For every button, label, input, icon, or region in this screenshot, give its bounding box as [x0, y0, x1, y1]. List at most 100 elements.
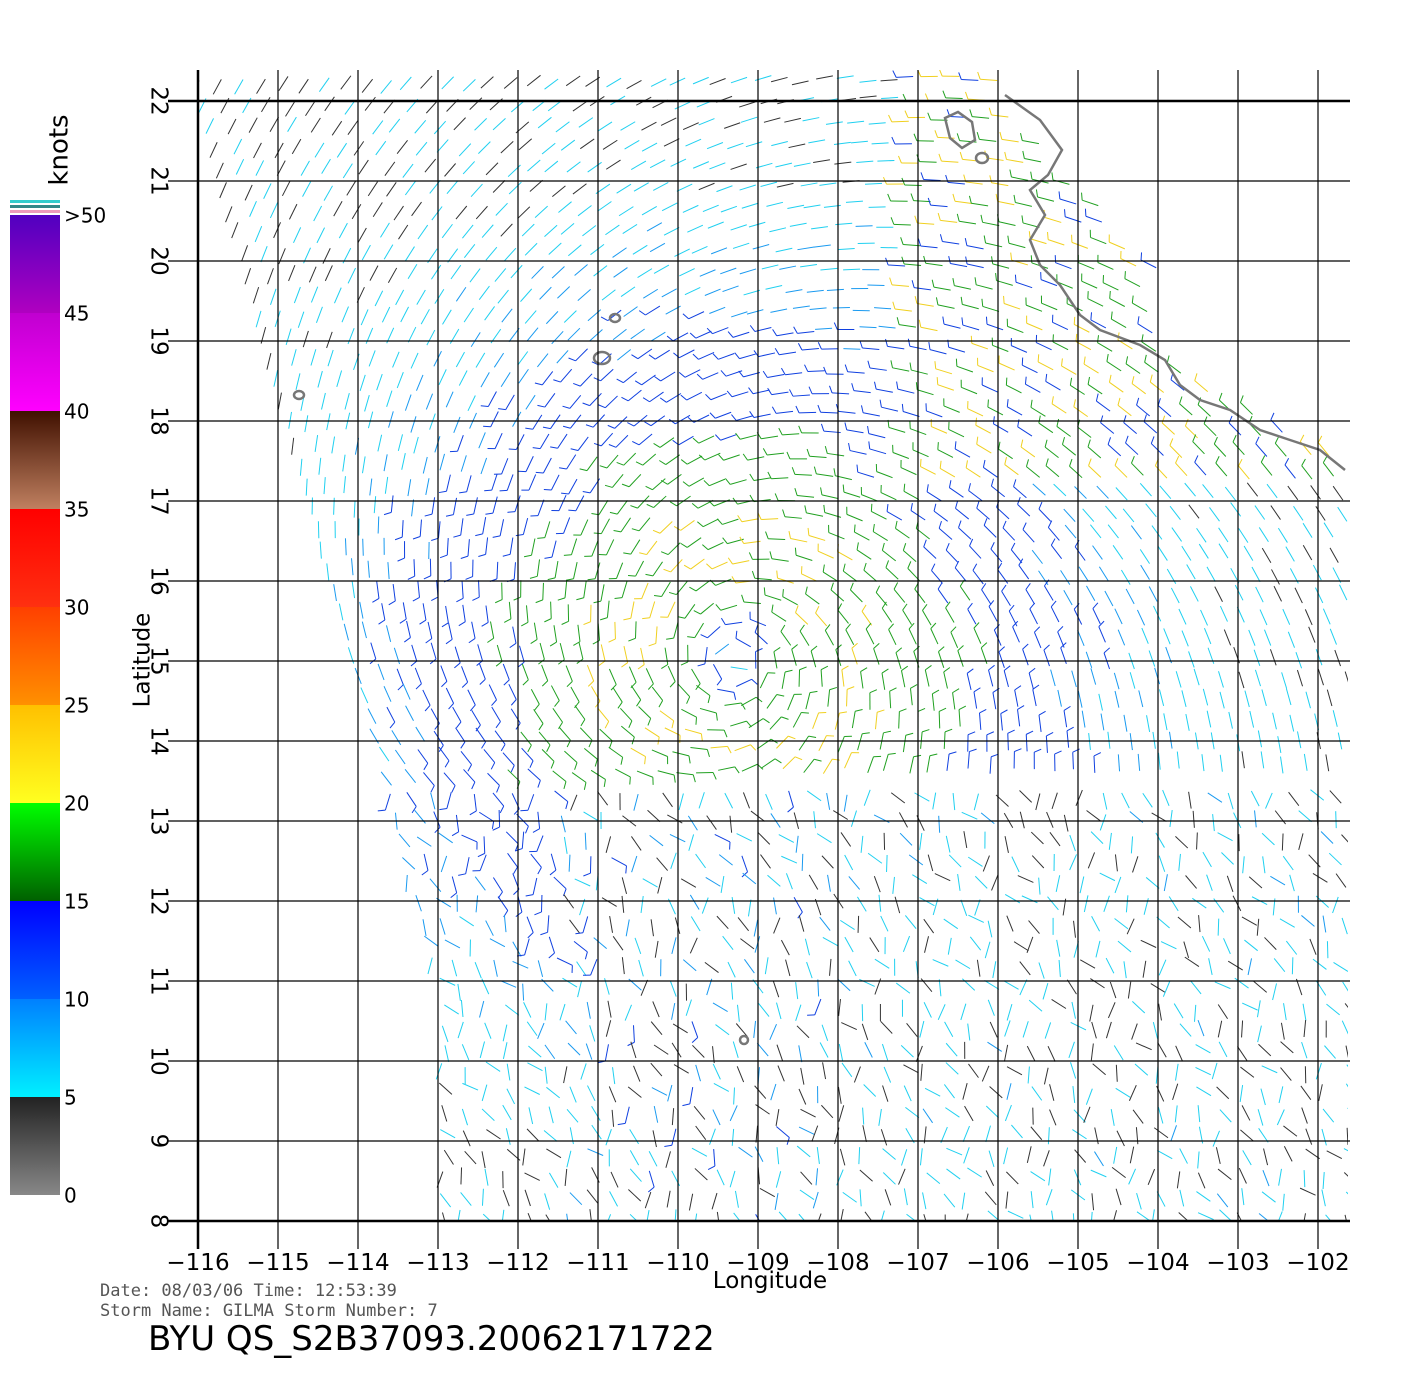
wind-barb: [859, 79, 877, 83]
wind-barb: [800, 263, 818, 268]
island: [943, 110, 977, 150]
wind-barb-tick: [537, 404, 545, 408]
wind-barb: [1259, 609, 1268, 626]
wind-barb: [659, 710, 674, 722]
wind-barb: [522, 517, 529, 535]
wind-barb-tick: [891, 136, 896, 145]
x-tick-label: −103: [1206, 1250, 1269, 1276]
wind-barb: [591, 686, 601, 702]
wind-barb-tick: [810, 645, 818, 652]
wind-barb: [1333, 961, 1348, 972]
wind-barb: [1263, 1148, 1269, 1166]
wind-barb: [461, 1044, 470, 1061]
wind-barb: [814, 998, 822, 1016]
wind-barb: [560, 368, 573, 383]
wind-barb: [1294, 587, 1303, 604]
wind-barb: [1172, 1083, 1179, 1101]
wind-barb-tick: [603, 779, 606, 788]
wind-barb: [1053, 483, 1067, 497]
wind-barb: [837, 609, 849, 624]
wind-barb-tick: [815, 605, 820, 614]
wind-barb: [687, 815, 698, 831]
wind-barb: [533, 709, 544, 724]
wind-barb-tick: [981, 583, 987, 590]
wind-barb: [1132, 1001, 1146, 1014]
wind-barb-tick: [889, 687, 897, 692]
wind-barb: [627, 389, 642, 402]
wind-barb: [945, 1062, 959, 1075]
info-storm: Storm Name: GILMA Storm Number: 7: [100, 1301, 438, 1321]
wind-barb: [642, 453, 657, 466]
wind-barb: [1171, 527, 1183, 542]
wind-barb: [926, 491, 942, 502]
wind-barb: [537, 499, 545, 516]
wind-barb: [624, 1106, 630, 1124]
wind-barb: [624, 1004, 632, 1021]
wind-barb: [441, 1025, 449, 1043]
wind-barb: [445, 687, 455, 704]
wind-barb: [923, 1002, 932, 1018]
wind-barb: [732, 560, 750, 565]
wind-barb: [544, 393, 556, 408]
wind-barb: [1050, 544, 1063, 560]
wind-barb-tick: [647, 683, 654, 690]
wind-barb: [895, 528, 910, 539]
wind-barb: [512, 941, 522, 957]
wind-barb: [344, 392, 350, 410]
wind-barb-tick: [627, 1041, 635, 1047]
wind-barb: [298, 78, 309, 94]
wind-barb: [1295, 978, 1303, 996]
wind-barb: [834, 161, 852, 165]
wind-barb: [927, 854, 934, 872]
wind-barb: [971, 202, 989, 207]
wind-barb: [767, 452, 785, 456]
wind-barb: [787, 204, 805, 210]
wind-barb-tick: [438, 745, 444, 752]
wind-barb: [497, 896, 509, 911]
wind-barb: [518, 368, 529, 384]
wind-barb: [882, 550, 897, 562]
wind-barb-tick: [918, 319, 922, 328]
wind-barb-tick: [824, 445, 828, 454]
wind-barb: [367, 708, 377, 724]
wind-barb-tick: [485, 512, 494, 515]
wind-barb: [791, 80, 809, 86]
wind-barb: [680, 878, 697, 888]
wind-barb: [808, 534, 826, 541]
wind-barb: [1305, 1128, 1313, 1145]
wind-barb: [704, 961, 719, 973]
wind-barb: [686, 455, 703, 465]
wind-barb: [425, 100, 439, 114]
wind-barb: [1024, 157, 1042, 163]
wind-barb-tick: [982, 459, 986, 468]
wind-barb: [548, 1106, 554, 1124]
wind-barb: [772, 980, 780, 998]
wind-barb: [843, 570, 858, 582]
wind-barb: [266, 353, 272, 370]
wind-barb: [920, 245, 938, 249]
wind-barb-tick: [698, 454, 706, 461]
wind-barb-tick: [727, 557, 733, 565]
wind-barb: [517, 206, 531, 219]
wind-barb: [1006, 1066, 1023, 1076]
wind-barb-tick: [799, 666, 807, 671]
wind-barb-tick: [705, 393, 712, 401]
wind-barb: [771, 558, 789, 562]
wind-barb: [650, 919, 654, 937]
wind-barb: [1142, 792, 1153, 808]
wind-barb: [572, 183, 587, 195]
wind-barb-tick: [478, 553, 486, 557]
wind-barb: [843, 491, 861, 498]
wind-barb: [1042, 982, 1049, 1000]
wind-barb: [579, 727, 593, 741]
wind-barb: [666, 1190, 671, 1208]
wind-barb: [1179, 403, 1193, 416]
wind-barb-tick: [742, 453, 748, 461]
wind-barb: [981, 384, 998, 393]
wind-barb-tick: [583, 872, 591, 877]
wind-barb-tick: [1166, 355, 1170, 364]
wind-barb: [444, 939, 461, 949]
wind-barb-tick: [804, 364, 809, 372]
wind-barb-tick: [372, 598, 380, 603]
wind-barb: [1052, 341, 1069, 351]
